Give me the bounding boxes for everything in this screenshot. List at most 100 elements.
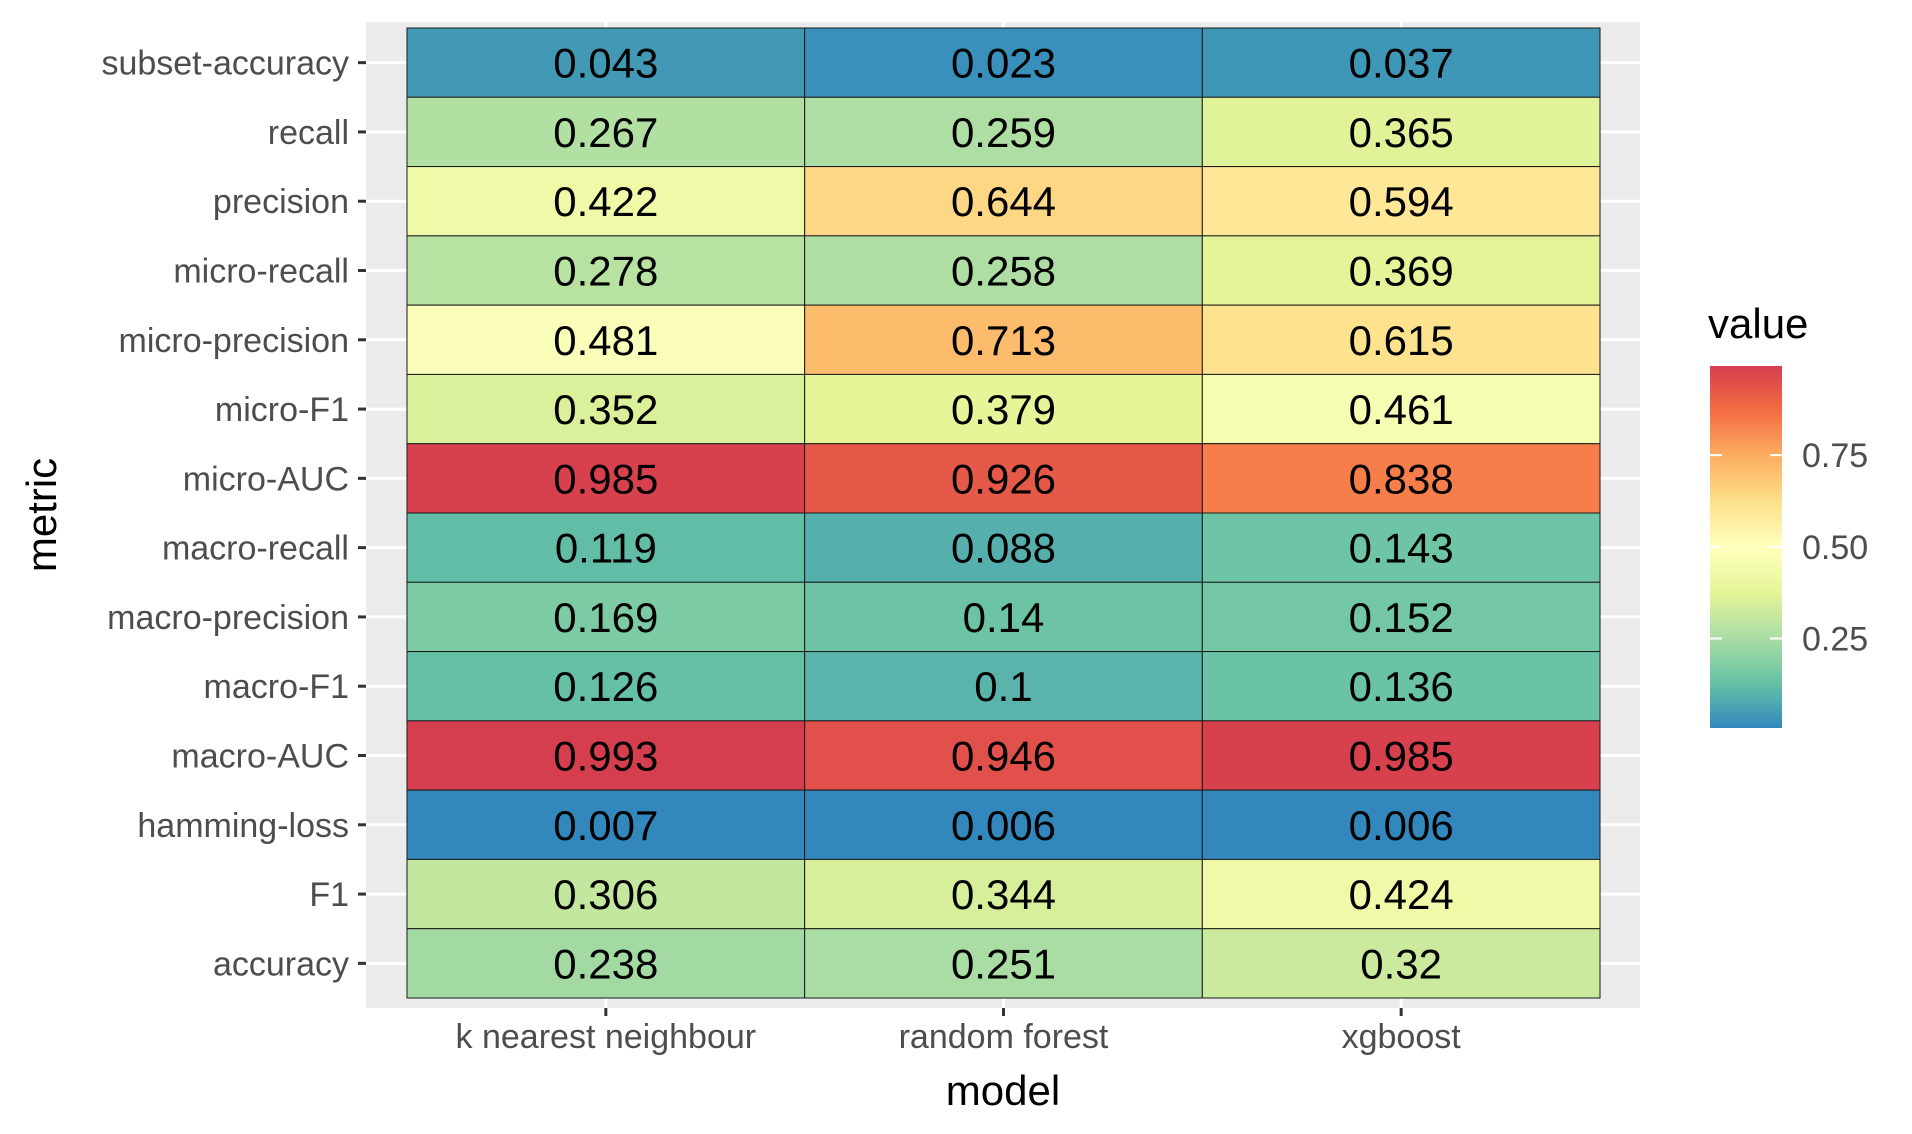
cell-value-label: 0.126 [553, 663, 658, 710]
heatmap-cell [1201, 373, 1601, 445]
heatmap-cell [406, 789, 806, 860]
y-tick-label: micro-F1 [215, 391, 349, 429]
cell-value-label: 0.424 [1349, 871, 1454, 918]
cell-value-label: 0.14 [963, 594, 1045, 641]
cell-value-label: 0.344 [951, 871, 1056, 918]
cell-value-label: 0.007 [553, 802, 658, 849]
legend-tick-label: 0.50 [1802, 529, 1868, 567]
legend-tick-label: 0.25 [1802, 621, 1868, 659]
heatmap-cell [406, 166, 806, 237]
cell-value-label: 0.006 [951, 802, 1056, 849]
y-tick-label: recall [268, 114, 349, 152]
cell-value-label: 0.267 [553, 109, 658, 156]
heatmap-cell [1201, 789, 1601, 860]
legend-ticks: 0.25 0.50 0.75 [1710, 437, 1868, 659]
cell-value-label: 0.306 [553, 871, 658, 918]
cell-value-label: 0.461 [1349, 386, 1454, 433]
cell-value-label: 0.32 [1360, 940, 1442, 987]
cell-value-label: 0.926 [951, 455, 1056, 502]
heatmap-cell [1201, 928, 1601, 999]
cell-value-label: 0.251 [951, 940, 1056, 987]
y-tick-label: macro-recall [162, 530, 349, 568]
cell-value-label: 0.1 [974, 663, 1032, 710]
cell-value-label: 0.169 [553, 594, 658, 641]
heatmap-cell [406, 651, 806, 722]
y-tick-label: macro-F1 [204, 668, 349, 706]
cell-value-label: 0.379 [951, 386, 1056, 433]
y-tick-label: micro-recall [173, 253, 349, 291]
heatmap-cell [1201, 96, 1601, 168]
heatmap-cell [804, 166, 1203, 237]
cell-value-label: 0.481 [553, 317, 658, 364]
cell-value-label: 0.594 [1349, 178, 1454, 225]
cell-value-label: 0.143 [1349, 525, 1454, 572]
heatmap-cell [1201, 27, 1601, 98]
heatmap-cell [406, 858, 806, 930]
cell-value-label: 0.023 [951, 40, 1056, 87]
y-axis: subset-accuracy recall precision micro-reca… [101, 45, 366, 983]
heatmap-cell [804, 304, 1203, 375]
cell-value-label: 0.365 [1349, 109, 1454, 156]
heatmap-cell [1201, 304, 1601, 375]
cell-value-label: 0.985 [553, 455, 658, 502]
heatmap-cell [804, 928, 1203, 999]
cell-value-label: 0.352 [553, 386, 658, 433]
heatmap-cell [1201, 166, 1601, 237]
y-tick-label: precision [213, 183, 349, 221]
cell-value-label: 0.993 [553, 733, 658, 780]
y-tick-label: accuracy [213, 945, 349, 983]
heatmap-cell [1201, 858, 1601, 930]
x-tick-label: k nearest neighbour [456, 1018, 757, 1056]
heatmap-cell [804, 858, 1203, 930]
cell-value-label: 0.259 [951, 109, 1056, 156]
heatmap-cell [406, 443, 806, 514]
heatmap-cell [804, 373, 1203, 445]
y-tick-label: F1 [309, 876, 349, 914]
cell-value-label: 0.838 [1349, 455, 1454, 502]
y-axis-title: metric [18, 458, 65, 572]
heatmap-cell [406, 720, 806, 791]
cell-value-label: 0.615 [1349, 317, 1454, 364]
heatmap-cell [804, 27, 1203, 98]
heatmap-cell [804, 651, 1203, 722]
heatmap-cells: 0.043 0.023 0.037 0.267 0.259 0.365 0.422 0.644… [406, 27, 1601, 999]
cell-value-label: 0.369 [1349, 248, 1454, 295]
heatmap-cell [406, 512, 806, 583]
cell-value-label: 0.152 [1349, 594, 1454, 641]
heatmap-cell [804, 96, 1203, 168]
legend-tick-label: 0.75 [1802, 437, 1868, 475]
x-axis: k nearest neighbour random forest xgboost [456, 1008, 1462, 1056]
cell-value-label: 0.422 [553, 178, 658, 225]
x-tick-label: xgboost [1342, 1018, 1462, 1056]
heatmap-cell [1201, 512, 1601, 583]
cell-value-label: 0.043 [553, 40, 658, 87]
y-tick-label: micro-AUC [183, 460, 349, 498]
cell-value-label: 0.946 [951, 733, 1056, 780]
heatmap-cell [406, 928, 806, 999]
heatmap-cell [804, 443, 1203, 514]
heatmap-cell [406, 27, 806, 98]
cell-value-label: 0.238 [553, 940, 658, 987]
heatmap-cell [406, 581, 806, 653]
heatmap-cell [406, 235, 806, 306]
x-tick-label: random forest [899, 1018, 1109, 1056]
y-tick-label: micro-precision [119, 322, 350, 360]
y-tick-label: macro-precision [107, 599, 349, 637]
heatmap-cell [1201, 720, 1601, 791]
heatmap-cell [1201, 235, 1601, 306]
cell-value-label: 0.136 [1349, 663, 1454, 710]
heatmap-cell [406, 96, 806, 168]
cell-value-label: 0.258 [951, 248, 1056, 295]
cell-value-label: 0.037 [1349, 40, 1454, 87]
cell-value-label: 0.088 [951, 525, 1056, 572]
heatmap-cell [406, 304, 806, 375]
legend-title: value [1708, 300, 1808, 347]
cell-value-label: 0.006 [1349, 802, 1454, 849]
cell-value-label: 0.644 [951, 178, 1056, 225]
heatmap-cell [1201, 443, 1601, 514]
heatmap-cell [1201, 651, 1601, 722]
cell-value-label: 0.985 [1349, 733, 1454, 780]
y-tick-label: hamming-loss [137, 807, 349, 845]
cell-value-label: 0.713 [951, 317, 1056, 364]
